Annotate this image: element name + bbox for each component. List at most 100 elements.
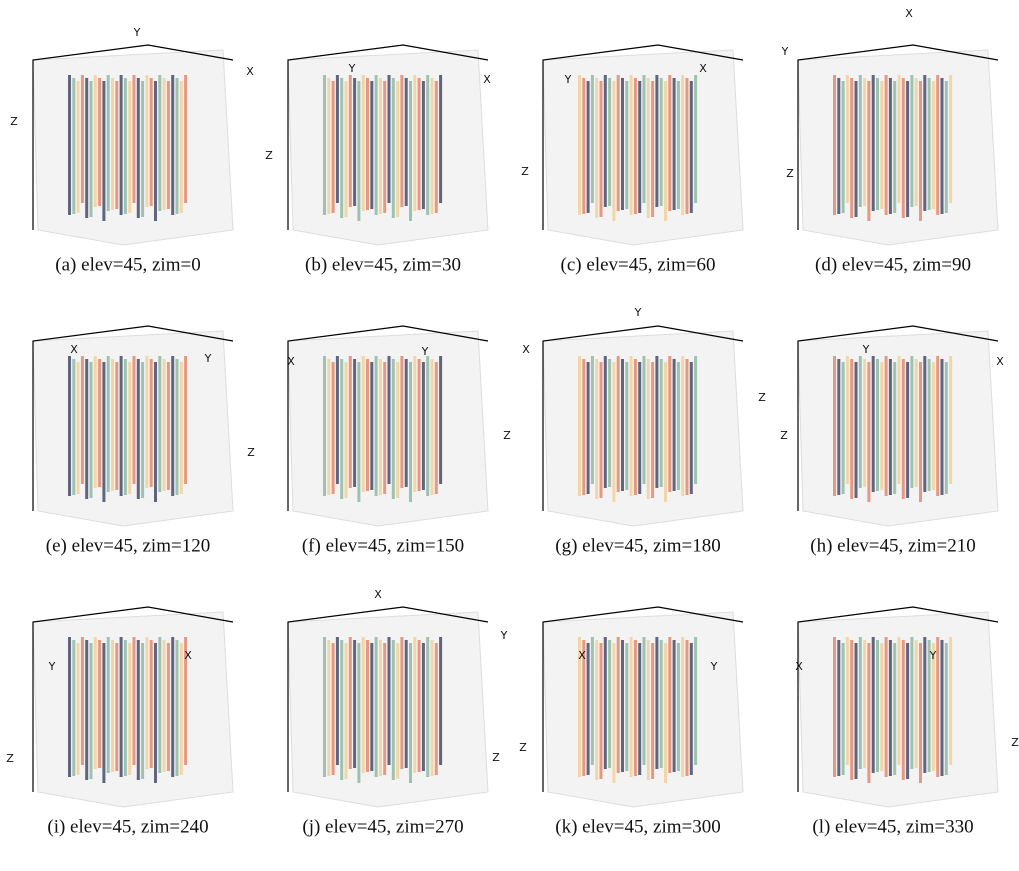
figure: YXZ(a) elev=45, zim=0YXZ(b) elev=45, zim…: [0, 0, 1019, 871]
point-sheet: [345, 643, 348, 779]
point-sheet: [413, 75, 416, 211]
point-sheet: [107, 637, 110, 773]
point-sheet: [383, 643, 386, 775]
point-sheet: [595, 640, 598, 780]
point-sheet: [694, 356, 697, 484]
panel: XYZ(l) elev=45, zim=330: [795, 607, 1019, 837]
point-sheet: [366, 359, 369, 491]
point-sheet: [180, 362, 183, 494]
point-sheet: [673, 359, 676, 491]
point-sheet: [353, 359, 356, 487]
point-sheet: [405, 78, 408, 206]
point-sheet: [111, 78, 114, 210]
point-sheet: [945, 362, 948, 494]
caption: (l) elev=45, zim=330: [812, 816, 973, 837]
panel: YXZ(b) elev=45, zim=30: [265, 45, 491, 275]
point-sheet: [400, 356, 403, 488]
point-sheet: [77, 81, 80, 213]
caption: (b) elev=45, zim=30: [305, 254, 461, 275]
point-sheet: [902, 78, 905, 218]
point-sheet: [833, 637, 836, 777]
point-sheet: [859, 637, 862, 769]
point-sheet: [664, 362, 667, 502]
axis-label: X: [374, 588, 382, 601]
point-sheet: [846, 637, 849, 765]
point-sheet: [668, 75, 671, 211]
point-sheet: [600, 81, 603, 217]
point-sheet: [184, 75, 187, 203]
point-sheet: [833, 75, 836, 215]
point-sheet: [945, 81, 948, 213]
point-sheet: [158, 356, 161, 492]
point-sheet: [349, 356, 352, 488]
point-sheet: [426, 75, 429, 215]
point-sheet: [600, 643, 603, 779]
point-sheet: [634, 78, 637, 214]
point-sheet: [94, 75, 97, 207]
point-sheet: [68, 637, 71, 777]
point-sheet: [582, 78, 585, 214]
axis-label: Z: [6, 752, 14, 765]
point-sheet: [120, 637, 123, 777]
point-sheet: [340, 640, 343, 780]
point-sheet: [668, 637, 671, 773]
point-sheet: [855, 362, 858, 498]
point-sheet: [591, 356, 594, 484]
point-sheet: [673, 640, 676, 772]
point-sheet: [435, 81, 438, 213]
point-sheet: [630, 356, 633, 496]
axis-label: Z: [247, 446, 255, 459]
point-sheet: [655, 637, 658, 769]
point-sheet: [608, 640, 611, 768]
point-sheet: [94, 637, 97, 769]
point-sheet: [357, 362, 360, 502]
point-sheet: [98, 78, 101, 206]
point-sheet: [902, 640, 905, 780]
axis-label: X: [699, 62, 707, 75]
point-sheet: [915, 78, 918, 206]
point-sheet: [145, 356, 148, 488]
point-sheet: [936, 356, 939, 496]
point-sheet: [141, 362, 144, 498]
point-sheet: [863, 78, 866, 206]
point-sheet: [850, 359, 853, 499]
point-sheet: [677, 362, 680, 490]
point-sheet: [85, 640, 88, 780]
point-sheet: [634, 640, 637, 776]
axis-label: Z: [780, 429, 788, 442]
point-sheet: [867, 81, 870, 221]
point-sheet: [370, 643, 373, 771]
axis-label: Z: [521, 165, 529, 178]
point-sheet: [898, 75, 901, 203]
point-sheet: [115, 81, 118, 209]
point-sheet: [77, 362, 80, 494]
point-sheet: [111, 640, 114, 772]
point-sheet: [158, 75, 161, 211]
point-sheet: [396, 362, 399, 498]
point-sheet: [163, 78, 166, 210]
point-sheet: [604, 356, 607, 488]
point-sheet: [651, 81, 654, 217]
point-sheet: [578, 75, 581, 215]
point-sheet: [176, 78, 179, 214]
panel: YXZ(g) elev=45, zim=180: [522, 306, 766, 556]
point-sheet: [379, 78, 382, 214]
point-sheet: [647, 640, 650, 780]
caption: (g) elev=45, zim=180: [555, 535, 720, 556]
point-sheet: [690, 362, 693, 494]
point-sheet: [145, 637, 148, 769]
point-sheet: [176, 640, 179, 776]
point-sheet: [124, 359, 127, 495]
point-sheet: [133, 356, 136, 484]
point-sheet: [426, 637, 429, 777]
point-sheet: [145, 75, 148, 207]
point-sheet: [332, 643, 335, 775]
point-sheet: [353, 78, 356, 206]
point-sheet: [366, 640, 369, 772]
point-sheet: [327, 359, 330, 495]
point-sheet: [370, 362, 373, 490]
point-sheet: [876, 359, 879, 491]
point-sheet: [141, 643, 144, 779]
point-sheet: [898, 356, 901, 484]
point-sheet: [625, 81, 628, 209]
